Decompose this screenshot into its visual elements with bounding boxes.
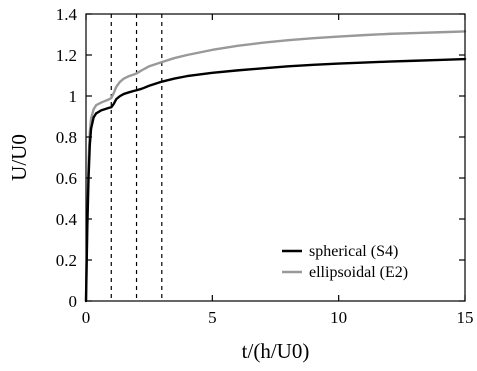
series-line-1 (84, 57, 467, 303)
x-tick-label: 15 (457, 308, 474, 327)
y-tick-label: 1.2 (56, 46, 77, 65)
y-tick-label: 0.4 (56, 210, 78, 229)
plot-area (84, 14, 467, 303)
x-tick-label: 5 (208, 308, 217, 327)
legend-label-2: ellipsoidal (E2) (309, 264, 408, 281)
x-axis-label: t/(h/U0) (242, 339, 310, 363)
y-tick-label: 0.6 (56, 169, 77, 188)
legend: spherical (S4) ellipsoidal (E2) (282, 243, 408, 281)
x-tick-label: 0 (82, 308, 91, 327)
y-tick-label: 0.2 (56, 251, 77, 270)
axes: 0 5 10 15 0 0.2 0.4 0.6 0.8 1 1.2 1.4 t/(h/U0) U/U0 (7, 5, 474, 363)
y-axis-label: U/U0 (7, 134, 31, 181)
y-tick-label: 0.8 (56, 128, 77, 147)
y-tick-label: 1 (69, 87, 78, 106)
y-tick-label: 0 (69, 292, 78, 311)
y-tick-label: 1.4 (56, 5, 78, 24)
series-line-2 (84, 30, 467, 303)
plot-frame (85, 13, 466, 302)
legend-label-1: spherical (S4) (309, 243, 398, 260)
x-tick-label: 10 (330, 308, 347, 327)
